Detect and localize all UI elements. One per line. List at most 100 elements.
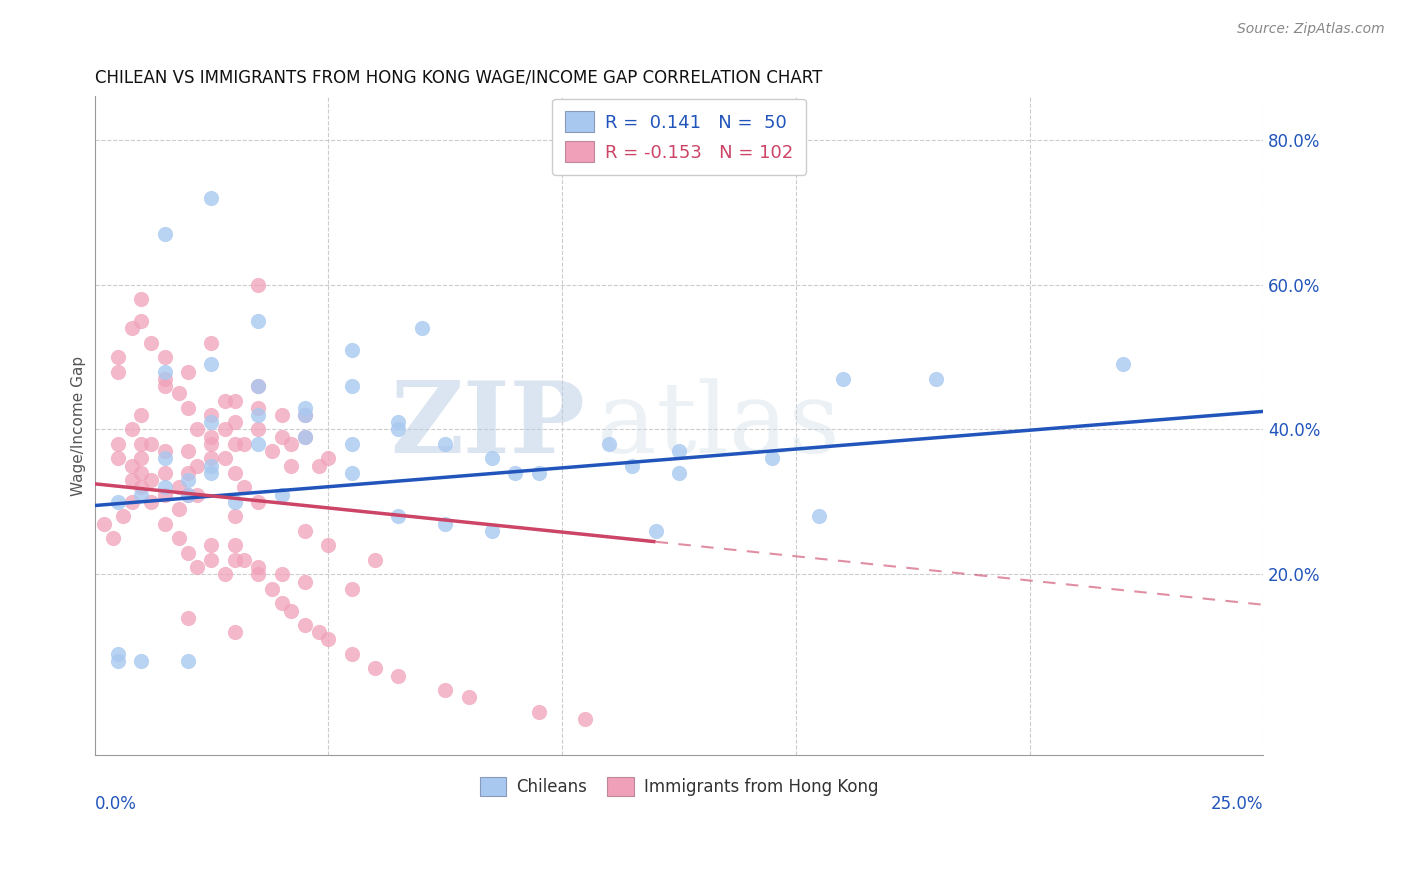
Point	[668, 466, 690, 480]
Point	[186, 488, 208, 502]
Point	[139, 473, 162, 487]
Point	[107, 437, 129, 451]
Point	[247, 408, 270, 422]
Point	[247, 423, 270, 437]
Point	[167, 531, 190, 545]
Point	[131, 480, 153, 494]
Point	[131, 466, 153, 480]
Point	[153, 444, 176, 458]
Point	[224, 495, 246, 509]
Point	[224, 625, 246, 640]
Point	[139, 495, 162, 509]
Point	[214, 393, 236, 408]
Legend: Chileans, Immigrants from Hong Kong: Chileans, Immigrants from Hong Kong	[470, 767, 889, 806]
Point	[481, 451, 503, 466]
Point	[280, 437, 302, 451]
Point	[107, 451, 129, 466]
Point	[107, 647, 129, 661]
Point	[139, 335, 162, 350]
Point	[103, 531, 125, 545]
Point	[121, 473, 143, 487]
Point	[233, 480, 256, 494]
Point	[224, 437, 246, 451]
Point	[200, 466, 222, 480]
Point	[153, 480, 176, 494]
Point	[107, 365, 129, 379]
Point	[411, 321, 433, 335]
Point	[294, 401, 316, 415]
Point	[153, 379, 176, 393]
Point	[294, 408, 316, 422]
Point	[247, 567, 270, 582]
Point	[153, 365, 176, 379]
Point	[177, 401, 200, 415]
Point	[131, 292, 153, 306]
Point	[808, 509, 831, 524]
Point	[200, 451, 222, 466]
Point	[247, 277, 270, 292]
Point	[280, 603, 302, 617]
Point	[186, 458, 208, 473]
Point	[153, 451, 176, 466]
Point	[294, 430, 316, 444]
Point	[340, 379, 363, 393]
Point	[121, 458, 143, 473]
Point	[167, 386, 190, 401]
Point	[200, 538, 222, 552]
Point	[280, 458, 302, 473]
Point	[1112, 357, 1135, 371]
Point	[200, 458, 222, 473]
Point	[224, 415, 246, 429]
Point	[233, 437, 256, 451]
Point	[139, 437, 162, 451]
Point	[340, 437, 363, 451]
Point	[131, 408, 153, 422]
Point	[224, 509, 246, 524]
Point	[574, 712, 596, 726]
Point	[364, 553, 387, 567]
Text: CHILEAN VS IMMIGRANTS FROM HONG KONG WAGE/INCOME GAP CORRELATION CHART: CHILEAN VS IMMIGRANTS FROM HONG KONG WAG…	[94, 69, 823, 87]
Point	[387, 423, 409, 437]
Point	[200, 335, 222, 350]
Point	[186, 423, 208, 437]
Point	[247, 495, 270, 509]
Point	[121, 423, 143, 437]
Point	[294, 618, 316, 632]
Point	[247, 401, 270, 415]
Point	[93, 516, 115, 531]
Point	[233, 553, 256, 567]
Point	[200, 437, 222, 451]
Point	[831, 372, 853, 386]
Point	[214, 567, 236, 582]
Point	[527, 466, 550, 480]
Point	[247, 314, 270, 328]
Point	[340, 582, 363, 596]
Point	[186, 560, 208, 574]
Text: 25.0%: 25.0%	[1211, 795, 1264, 813]
Point	[200, 191, 222, 205]
Point	[200, 357, 222, 371]
Point	[247, 379, 270, 393]
Point	[318, 632, 340, 647]
Point	[434, 516, 457, 531]
Point	[224, 538, 246, 552]
Point	[107, 654, 129, 668]
Point	[200, 430, 222, 444]
Point	[387, 669, 409, 683]
Point	[153, 466, 176, 480]
Point	[224, 466, 246, 480]
Point	[598, 437, 620, 451]
Point	[177, 473, 200, 487]
Point	[434, 437, 457, 451]
Point	[167, 502, 190, 516]
Point	[308, 458, 330, 473]
Point	[247, 560, 270, 574]
Point	[121, 495, 143, 509]
Text: ZIP: ZIP	[391, 377, 585, 475]
Point	[200, 553, 222, 567]
Point	[340, 343, 363, 357]
Point	[177, 488, 200, 502]
Point	[481, 524, 503, 538]
Point	[340, 466, 363, 480]
Point	[270, 596, 292, 610]
